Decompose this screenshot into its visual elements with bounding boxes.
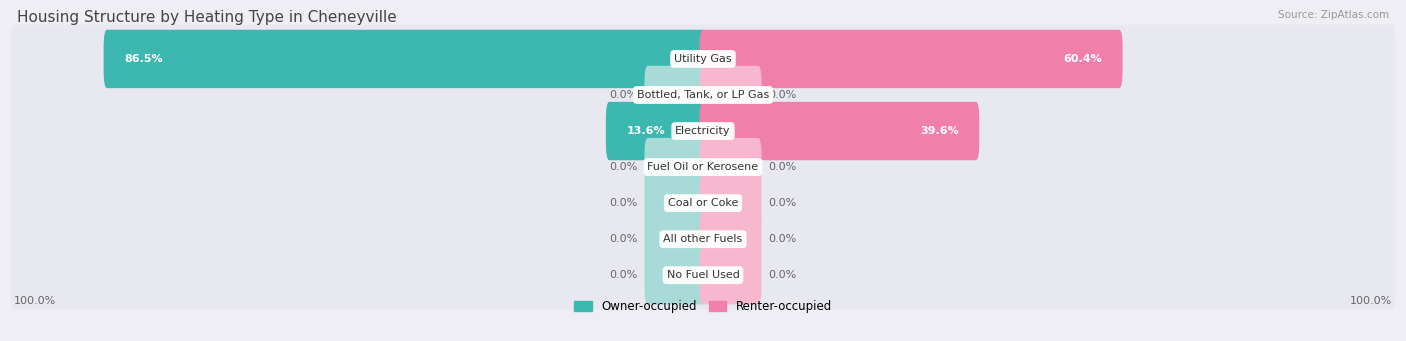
FancyBboxPatch shape <box>11 97 1395 165</box>
Text: Fuel Oil or Kerosene: Fuel Oil or Kerosene <box>647 162 759 172</box>
Text: Utility Gas: Utility Gas <box>675 54 731 64</box>
Legend: Owner-occupied, Renter-occupied: Owner-occupied, Renter-occupied <box>569 295 837 317</box>
Text: Housing Structure by Heating Type in Cheneyville: Housing Structure by Heating Type in Che… <box>17 10 396 25</box>
FancyBboxPatch shape <box>606 102 706 160</box>
Text: 100.0%: 100.0% <box>1350 296 1392 306</box>
Text: Source: ZipAtlas.com: Source: ZipAtlas.com <box>1278 10 1389 20</box>
FancyBboxPatch shape <box>644 246 706 305</box>
FancyBboxPatch shape <box>11 169 1395 237</box>
Text: Electricity: Electricity <box>675 126 731 136</box>
Text: 0.0%: 0.0% <box>609 270 637 280</box>
FancyBboxPatch shape <box>700 210 762 268</box>
Text: 0.0%: 0.0% <box>609 198 637 208</box>
Text: 13.6%: 13.6% <box>627 126 665 136</box>
FancyBboxPatch shape <box>644 174 706 232</box>
Text: 0.0%: 0.0% <box>769 198 797 208</box>
Text: 0.0%: 0.0% <box>769 90 797 100</box>
Text: 86.5%: 86.5% <box>124 54 163 64</box>
FancyBboxPatch shape <box>700 102 979 160</box>
Text: 0.0%: 0.0% <box>609 234 637 244</box>
Text: Bottled, Tank, or LP Gas: Bottled, Tank, or LP Gas <box>637 90 769 100</box>
FancyBboxPatch shape <box>700 66 762 124</box>
FancyBboxPatch shape <box>700 30 1122 88</box>
Text: 39.6%: 39.6% <box>920 126 959 136</box>
FancyBboxPatch shape <box>104 30 706 88</box>
FancyBboxPatch shape <box>11 25 1395 93</box>
Text: 0.0%: 0.0% <box>769 234 797 244</box>
Text: No Fuel Used: No Fuel Used <box>666 270 740 280</box>
FancyBboxPatch shape <box>700 174 762 232</box>
FancyBboxPatch shape <box>700 246 762 305</box>
FancyBboxPatch shape <box>644 66 706 124</box>
Text: 0.0%: 0.0% <box>609 90 637 100</box>
FancyBboxPatch shape <box>11 241 1395 310</box>
Text: 60.4%: 60.4% <box>1063 54 1102 64</box>
Text: 0.0%: 0.0% <box>609 162 637 172</box>
Text: Coal or Coke: Coal or Coke <box>668 198 738 208</box>
FancyBboxPatch shape <box>11 61 1395 129</box>
Text: All other Fuels: All other Fuels <box>664 234 742 244</box>
FancyBboxPatch shape <box>11 205 1395 273</box>
FancyBboxPatch shape <box>644 210 706 268</box>
FancyBboxPatch shape <box>11 133 1395 201</box>
Text: 0.0%: 0.0% <box>769 270 797 280</box>
FancyBboxPatch shape <box>644 138 706 196</box>
Text: 100.0%: 100.0% <box>14 296 56 306</box>
FancyBboxPatch shape <box>700 138 762 196</box>
Text: 0.0%: 0.0% <box>769 162 797 172</box>
